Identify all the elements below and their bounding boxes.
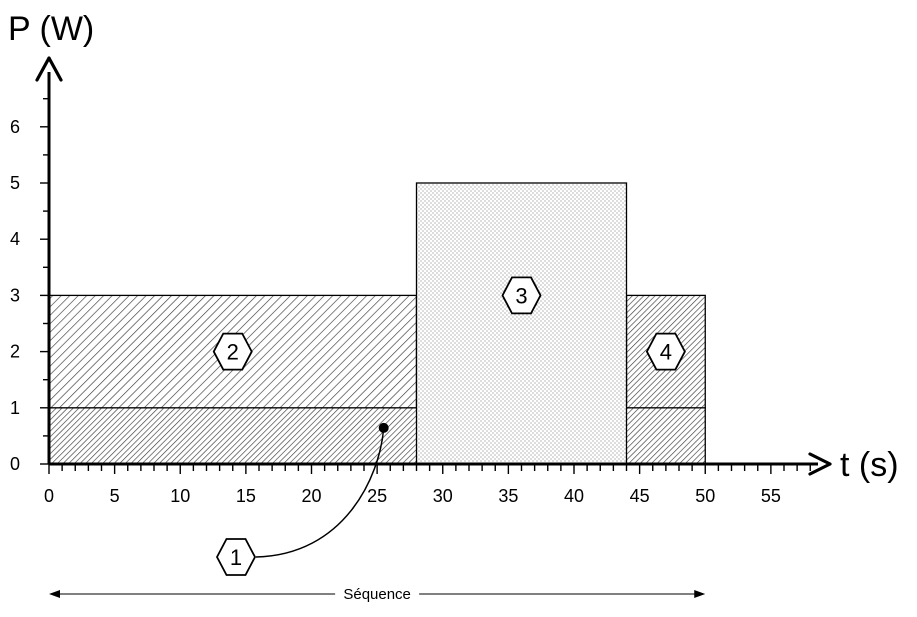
- x-tick-label: 50: [695, 486, 715, 506]
- x-tick-label: 20: [301, 486, 321, 506]
- x-tick-label: 10: [170, 486, 190, 506]
- sequence-arrow-left-icon: [49, 590, 60, 598]
- x-tick-label: 55: [761, 486, 781, 506]
- x-axis-title: t (s): [840, 446, 899, 484]
- y-tick-label: 3: [10, 285, 20, 305]
- y-tick-label: 2: [10, 342, 20, 362]
- sequence-arrow-right-icon: [694, 590, 706, 598]
- zone-labels: 2 3 4 1: [212, 276, 686, 576]
- zone-1-label: 1: [230, 545, 242, 570]
- x-tick-label: 5: [110, 486, 120, 506]
- y-tick-label: 4: [10, 229, 20, 249]
- zone-1-leader-line: [255, 427, 385, 558]
- x-tick-label: 15: [236, 486, 256, 506]
- x-tick-label: 40: [564, 486, 584, 506]
- zone-4-hexagon-icon: [645, 332, 686, 371]
- zone-3-label: 3: [515, 283, 527, 308]
- x-tick-label: 30: [433, 486, 453, 506]
- x-tick-label: 45: [630, 486, 650, 506]
- y-tick-label: 0: [10, 454, 20, 474]
- zone-2-label: 2: [227, 340, 239, 365]
- x-tick-label: 25: [367, 486, 387, 506]
- y-axis-title: P (W): [8, 10, 94, 48]
- zones: [48, 182, 706, 465]
- zone-2-hexagon-icon: [212, 332, 253, 371]
- x-tick-label: 0: [44, 486, 54, 506]
- x-tick-label: 35: [498, 486, 518, 506]
- zone-3: [415, 182, 628, 465]
- zone-3-hexagon-icon: [501, 276, 542, 315]
- sequence-label: Séquence: [343, 586, 411, 603]
- y-tick-label: 1: [10, 398, 20, 418]
- zone-4-label: 4: [660, 340, 672, 365]
- y-axis-arrow-icon: [35, 56, 63, 82]
- zone-1-hexagon-icon: [215, 538, 257, 576]
- x-axis-arrow-icon: [808, 452, 832, 476]
- y-tick-label: 6: [10, 117, 20, 137]
- sequence-span: Séquence: [49, 586, 706, 603]
- y-tick-label: 5: [10, 173, 20, 193]
